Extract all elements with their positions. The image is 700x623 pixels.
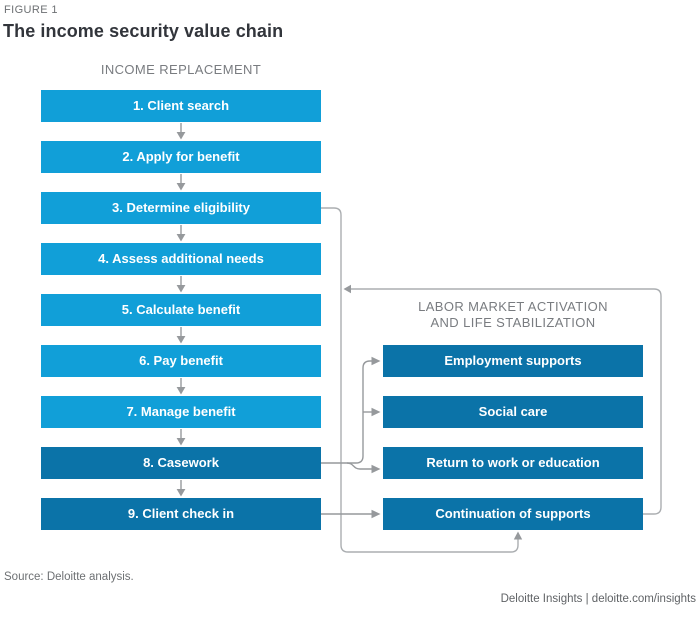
step-manage-benefit: 7. Manage benefit [41, 396, 321, 428]
right-arrowhead-icon [371, 509, 381, 519]
left-arrowhead-icon [343, 284, 351, 294]
down-arrow-icon [176, 174, 186, 191]
box-continuation-of-supports: Continuation of supports [383, 498, 643, 530]
box-return-to-work-or-education: Return to work or education [383, 447, 643, 479]
up-arrowhead-icon [513, 531, 523, 540]
connector-casework-branches [321, 356, 381, 474]
step-client-check-in: 9. Client check in [41, 498, 321, 530]
step-determine-eligibility: 3. Determine eligibility [41, 192, 321, 224]
down-arrow-icon [176, 225, 186, 242]
footer-branding: Deloitte Insights | deloitte.com/insight… [500, 593, 696, 605]
down-arrow-icon [176, 123, 186, 140]
figure-label: FIGURE 1 [4, 4, 58, 16]
left-column-header: INCOME REPLACEMENT [100, 62, 262, 77]
right-column-header: LABOR MARKET ACTIVATION AND LIFE STABILI… [383, 299, 643, 331]
step-assess-additional-needs: 4. Assess additional needs [41, 243, 321, 275]
step-pay-benefit: 6. Pay benefit [41, 345, 321, 377]
right-column-header-line1: LABOR MARKET ACTIVATION [418, 299, 608, 314]
right-arrowhead-icon [371, 464, 381, 474]
right-column-header-line2: AND LIFE STABILIZATION [430, 315, 596, 330]
right-arrowhead-icon [371, 356, 381, 366]
source-note: Source: Deloitte analysis. [4, 571, 134, 583]
down-arrow-icon [176, 276, 186, 293]
step-calculate-benefit: 5. Calculate benefit [41, 294, 321, 326]
down-arrow-icon [176, 327, 186, 344]
step-casework: 8. Casework [41, 447, 321, 479]
step-client-search: 1. Client search [41, 90, 321, 122]
step-apply-for-benefit: 2. Apply for benefit [41, 141, 321, 173]
page-title: The income security value chain [3, 21, 284, 41]
box-employment-supports: Employment supports [383, 345, 643, 377]
connector-checkin-to-continuation [321, 509, 381, 519]
right-arrowhead-icon [371, 407, 381, 417]
down-arrow-icon [176, 378, 186, 395]
box-social-care: Social care [383, 396, 643, 428]
down-arrow-icon [176, 480, 186, 497]
down-arrow-icon [176, 429, 186, 446]
